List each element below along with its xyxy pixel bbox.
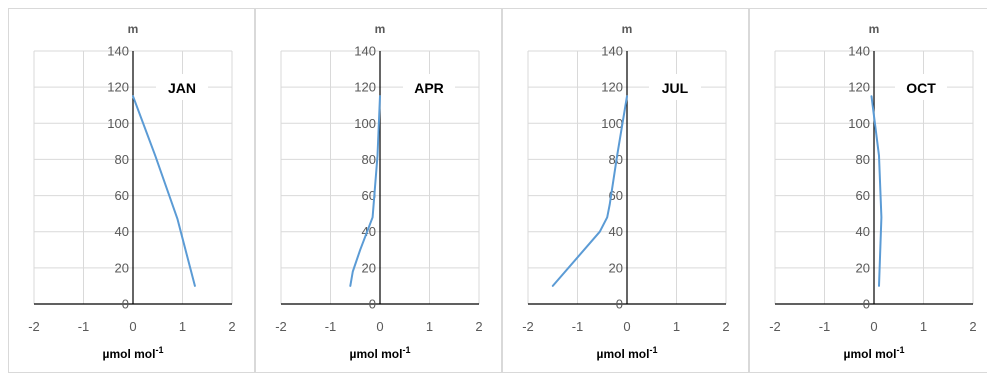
y-tick-label: 60 <box>115 188 129 203</box>
y-tick-label: 0 <box>369 297 376 312</box>
x-tick-label: 2 <box>228 319 235 334</box>
y-tick-label: 60 <box>856 188 870 203</box>
x-tick-label: 1 <box>920 319 927 334</box>
month-label: JUL <box>662 80 689 96</box>
x-tick-label: -2 <box>28 319 40 334</box>
x-tick-label: -1 <box>819 319 831 334</box>
y-axis-unit-label: m <box>869 22 880 36</box>
y-tick-label: 0 <box>863 297 870 312</box>
x-tick-label: 0 <box>376 319 383 334</box>
profile-line <box>870 95 883 287</box>
month-label: APR <box>414 80 444 96</box>
y-tick-label: 120 <box>601 80 623 95</box>
month-label: OCT <box>906 80 936 96</box>
x-tick-label: -1 <box>78 319 90 334</box>
x-tick-label: 1 <box>426 319 433 334</box>
x-axis-label-superscript: -1 <box>402 345 410 355</box>
y-tick-label: 80 <box>115 152 129 167</box>
x-tick-label: 2 <box>969 319 976 334</box>
y-tick-label: 20 <box>856 260 870 275</box>
y-tick-label: 140 <box>107 44 129 59</box>
x-tick-label: -1 <box>325 319 337 334</box>
x-tick-label: 0 <box>129 319 136 334</box>
x-axis-label: µmol mol-1 <box>597 345 658 361</box>
x-axis-label: µmol mol-1 <box>844 345 905 361</box>
x-axis-label-superscript: -1 <box>896 345 904 355</box>
profile-line <box>349 95 381 287</box>
y-tick-label: 80 <box>362 152 376 167</box>
y-tick-label: 60 <box>362 188 376 203</box>
y-tick-label: 120 <box>354 80 376 95</box>
y-tick-label: 120 <box>848 80 870 95</box>
y-tick-label: 100 <box>848 116 870 131</box>
x-axis-label-text: µmol mol <box>844 347 897 361</box>
y-tick-label: 140 <box>848 44 870 59</box>
x-tick-label: -2 <box>522 319 534 334</box>
y-tick-label: 100 <box>601 116 623 131</box>
y-tick-label: 100 <box>107 116 129 131</box>
panel-border <box>749 8 987 373</box>
y-tick-label: 120 <box>107 80 129 95</box>
y-tick-label: 80 <box>856 152 870 167</box>
x-tick-label: 1 <box>179 319 186 334</box>
x-tick-label: 1 <box>673 319 680 334</box>
month-label-background <box>895 74 947 100</box>
y-tick-label: 0 <box>122 297 129 312</box>
month-label: JAN <box>168 80 196 96</box>
month-label-background <box>403 74 455 100</box>
y-axis-unit-label: m <box>128 22 139 36</box>
y-tick-label: 100 <box>354 116 376 131</box>
y-tick-label: 40 <box>115 224 129 239</box>
y-tick-label: 20 <box>115 260 129 275</box>
profile-line <box>551 95 628 287</box>
y-axis-unit-label: m <box>375 22 386 36</box>
panel-border <box>502 8 749 373</box>
month-label-background <box>649 74 701 100</box>
y-axis-unit-label: m <box>622 22 633 36</box>
panel-border <box>8 8 255 373</box>
y-tick-label: 20 <box>609 260 623 275</box>
x-tick-label: 0 <box>870 319 877 334</box>
x-tick-label: 2 <box>722 319 729 334</box>
x-tick-label: -2 <box>769 319 781 334</box>
x-axis-label: µmol mol-1 <box>350 345 411 361</box>
x-tick-label: 0 <box>623 319 630 334</box>
x-tick-label: -2 <box>275 319 287 334</box>
x-axis-label: µmol mol-1 <box>103 345 164 361</box>
x-axis-label-superscript: -1 <box>649 345 657 355</box>
x-axis-label-text: µmol mol <box>597 347 650 361</box>
panel-border <box>255 8 502 373</box>
x-tick-label: -1 <box>572 319 584 334</box>
month-label-background <box>156 74 208 100</box>
y-tick-label: 140 <box>601 44 623 59</box>
y-tick-label: 140 <box>354 44 376 59</box>
y-tick-label: 0 <box>616 297 623 312</box>
x-tick-label: 2 <box>475 319 482 334</box>
y-tick-label: 40 <box>856 224 870 239</box>
x-axis-label-text: µmol mol <box>350 347 403 361</box>
x-axis-label-superscript: -1 <box>155 345 163 355</box>
y-tick-label: 40 <box>609 224 623 239</box>
profile-line <box>132 95 196 287</box>
x-axis-label-text: µmol mol <box>103 347 156 361</box>
y-tick-label: 20 <box>362 260 376 275</box>
